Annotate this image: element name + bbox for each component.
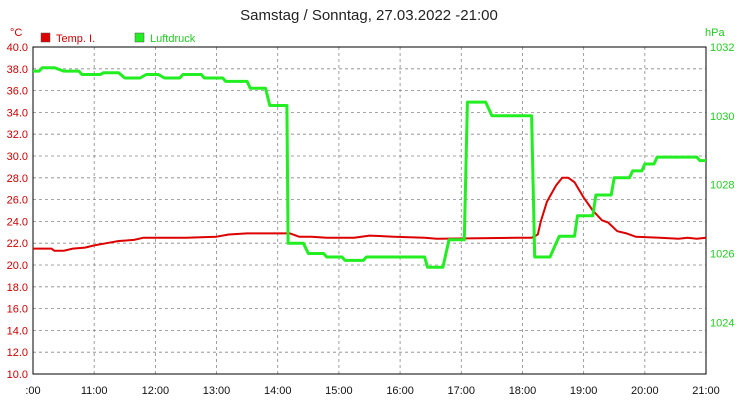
x-tick-label: 12:00 <box>142 385 170 397</box>
legend-label-temp: Temp. I. <box>56 33 95 45</box>
right-axis-unit: hPa <box>705 27 725 39</box>
y-left-tick-label: 20.0 <box>7 260 28 272</box>
legend-label-pressure: Luftdruck <box>150 33 196 45</box>
x-tick-label: 16:00 <box>386 385 414 397</box>
y-right-tick-label: 1026 <box>710 249 734 261</box>
y-right-ticks: 1032 1030 1028 1026 1024 <box>710 42 734 329</box>
y-left-tick-label: 22.0 <box>7 238 28 250</box>
legend: Temp. I. Luftdruck <box>40 32 196 45</box>
y-left-tick-label: 28.0 <box>7 173 28 185</box>
x-tick-label: 15:00 <box>325 385 353 397</box>
x-tick-label: 20:00 <box>631 385 659 397</box>
x-tick-label: 11:00 <box>81 385 108 397</box>
legend-swatch-temp <box>40 32 51 43</box>
y-left-tick-label: 12.0 <box>7 347 28 359</box>
x-tick-label: 17:00 <box>448 385 476 397</box>
y-left-tick-label: 18.0 <box>7 282 28 294</box>
legend-swatch-pressure <box>134 32 145 43</box>
y-left-tick-label: 26.0 <box>7 195 28 207</box>
y-left-tick-label: 36.0 <box>7 86 28 98</box>
y-right-tick-label: 1030 <box>710 111 734 123</box>
x-tick-label: 19:00 <box>570 385 598 397</box>
y-left-tick-label: 24.0 <box>7 216 28 228</box>
chart-title: Samstag / Sonntag, 27.03.2022 -21:00 <box>240 7 498 24</box>
x-tick-label: :00 <box>25 385 40 397</box>
y-right-tick-label: 1032 <box>710 42 734 54</box>
y-left-tick-label: 30.0 <box>7 151 28 163</box>
series-layer <box>33 66 707 269</box>
y-right-tick-label: 1024 <box>710 317 734 329</box>
x-ticks: :00 11:00 12:00 13:00 14:00 15:00 16:00 17:00 18… <box>25 385 719 397</box>
y-left-tick-label: 16.0 <box>7 304 28 316</box>
plot-frame <box>32 46 707 375</box>
y-left-tick-label: 34.0 <box>7 107 28 119</box>
series-line-pressure <box>33 66 706 269</box>
x-tick-label: 21:00 <box>692 385 720 397</box>
x-tick-label: 18:00 <box>509 385 537 397</box>
y-left-ticks: 40.0 38.0 36.0 34.0 32.0 30.0 28.0 26.0 24.0 22.0… <box>7 42 28 381</box>
y-left-tick-label: 10.0 <box>7 369 28 381</box>
y-left-tick-label: 40.0 <box>7 42 28 54</box>
y-right-tick-label: 1028 <box>710 180 734 192</box>
x-tick-label: 14:00 <box>264 385 292 397</box>
y-left-tick-label: 38.0 <box>7 64 28 76</box>
x-tick-label: 13:00 <box>203 385 231 397</box>
y-left-tick-label: 32.0 <box>7 129 28 141</box>
series-line-temp <box>33 176 707 252</box>
y-left-tick-label: 14.0 <box>7 325 28 337</box>
left-axis-unit: °C <box>10 27 22 39</box>
